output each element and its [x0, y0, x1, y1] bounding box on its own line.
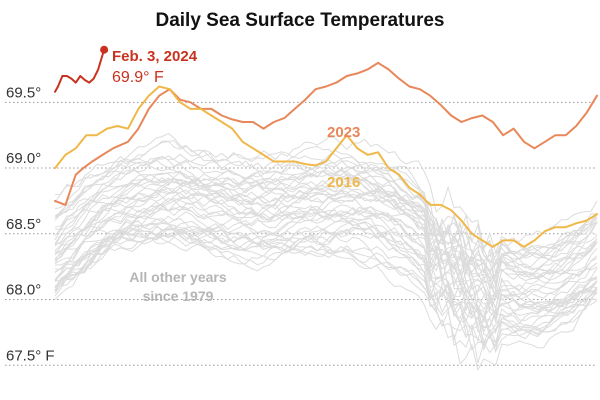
other-year-line — [54, 164, 598, 285]
other-year-line — [54, 220, 598, 348]
other-years-label-line1: All other years — [129, 269, 226, 285]
other-year-line — [54, 217, 598, 335]
series-endpoint-2024 — [100, 45, 109, 54]
annotation-value: 69.9° F — [112, 69, 164, 86]
grid-lines: 69.5° 69.0° 68.5° 68.0° 67.5° F — [5, 84, 597, 366]
y-tick-label: 69.5° — [6, 84, 41, 101]
other-year-line — [54, 155, 598, 264]
other-year-line — [54, 166, 598, 299]
other-year-line — [54, 160, 598, 264]
other-year-line — [54, 226, 598, 323]
series-line-2016 — [54, 85, 598, 248]
other-year-line — [54, 149, 598, 275]
other-year-line — [54, 177, 598, 286]
other-year-line — [54, 207, 598, 312]
other-years-lines — [54, 133, 598, 372]
other-year-line — [54, 171, 598, 312]
annotation-date: Feb. 3, 2024 — [112, 48, 198, 65]
other-year-line — [54, 189, 598, 292]
other-year-line — [54, 198, 598, 328]
other-year-line — [54, 194, 598, 310]
series-label-2016: 2016 — [327, 174, 360, 191]
y-tick-label: 69.0° — [6, 150, 41, 167]
chart-title: Daily Sea Surface Temperatures — [155, 10, 444, 31]
other-year-line — [54, 155, 598, 293]
other-year-line — [54, 231, 598, 344]
other-year-line — [54, 189, 598, 288]
series-label-2023: 2023 — [327, 124, 360, 141]
other-years-label-line2: since 1979 — [143, 288, 214, 304]
other-year-line — [54, 204, 597, 321]
other-year-line — [54, 175, 598, 277]
other-year-line — [54, 174, 598, 310]
highlight-series — [54, 45, 598, 248]
y-tick-label: 67.5° F — [6, 347, 55, 364]
other-year-line — [54, 227, 598, 354]
series-line-2023 — [54, 61, 598, 206]
other-year-line — [54, 203, 598, 334]
other-year-line — [54, 170, 598, 299]
other-year-line — [54, 194, 598, 319]
labels: 2023 2016 Feb. 3, 2024 69.9° F All other… — [112, 48, 360, 304]
y-tick-label: 68.0° — [6, 282, 41, 299]
other-year-line — [54, 228, 598, 353]
y-tick-label: 68.5° — [6, 216, 41, 233]
series-line-2024 — [54, 48, 106, 93]
other-year-line — [54, 209, 598, 343]
other-year-line — [54, 133, 598, 263]
other-year-line — [54, 168, 598, 280]
